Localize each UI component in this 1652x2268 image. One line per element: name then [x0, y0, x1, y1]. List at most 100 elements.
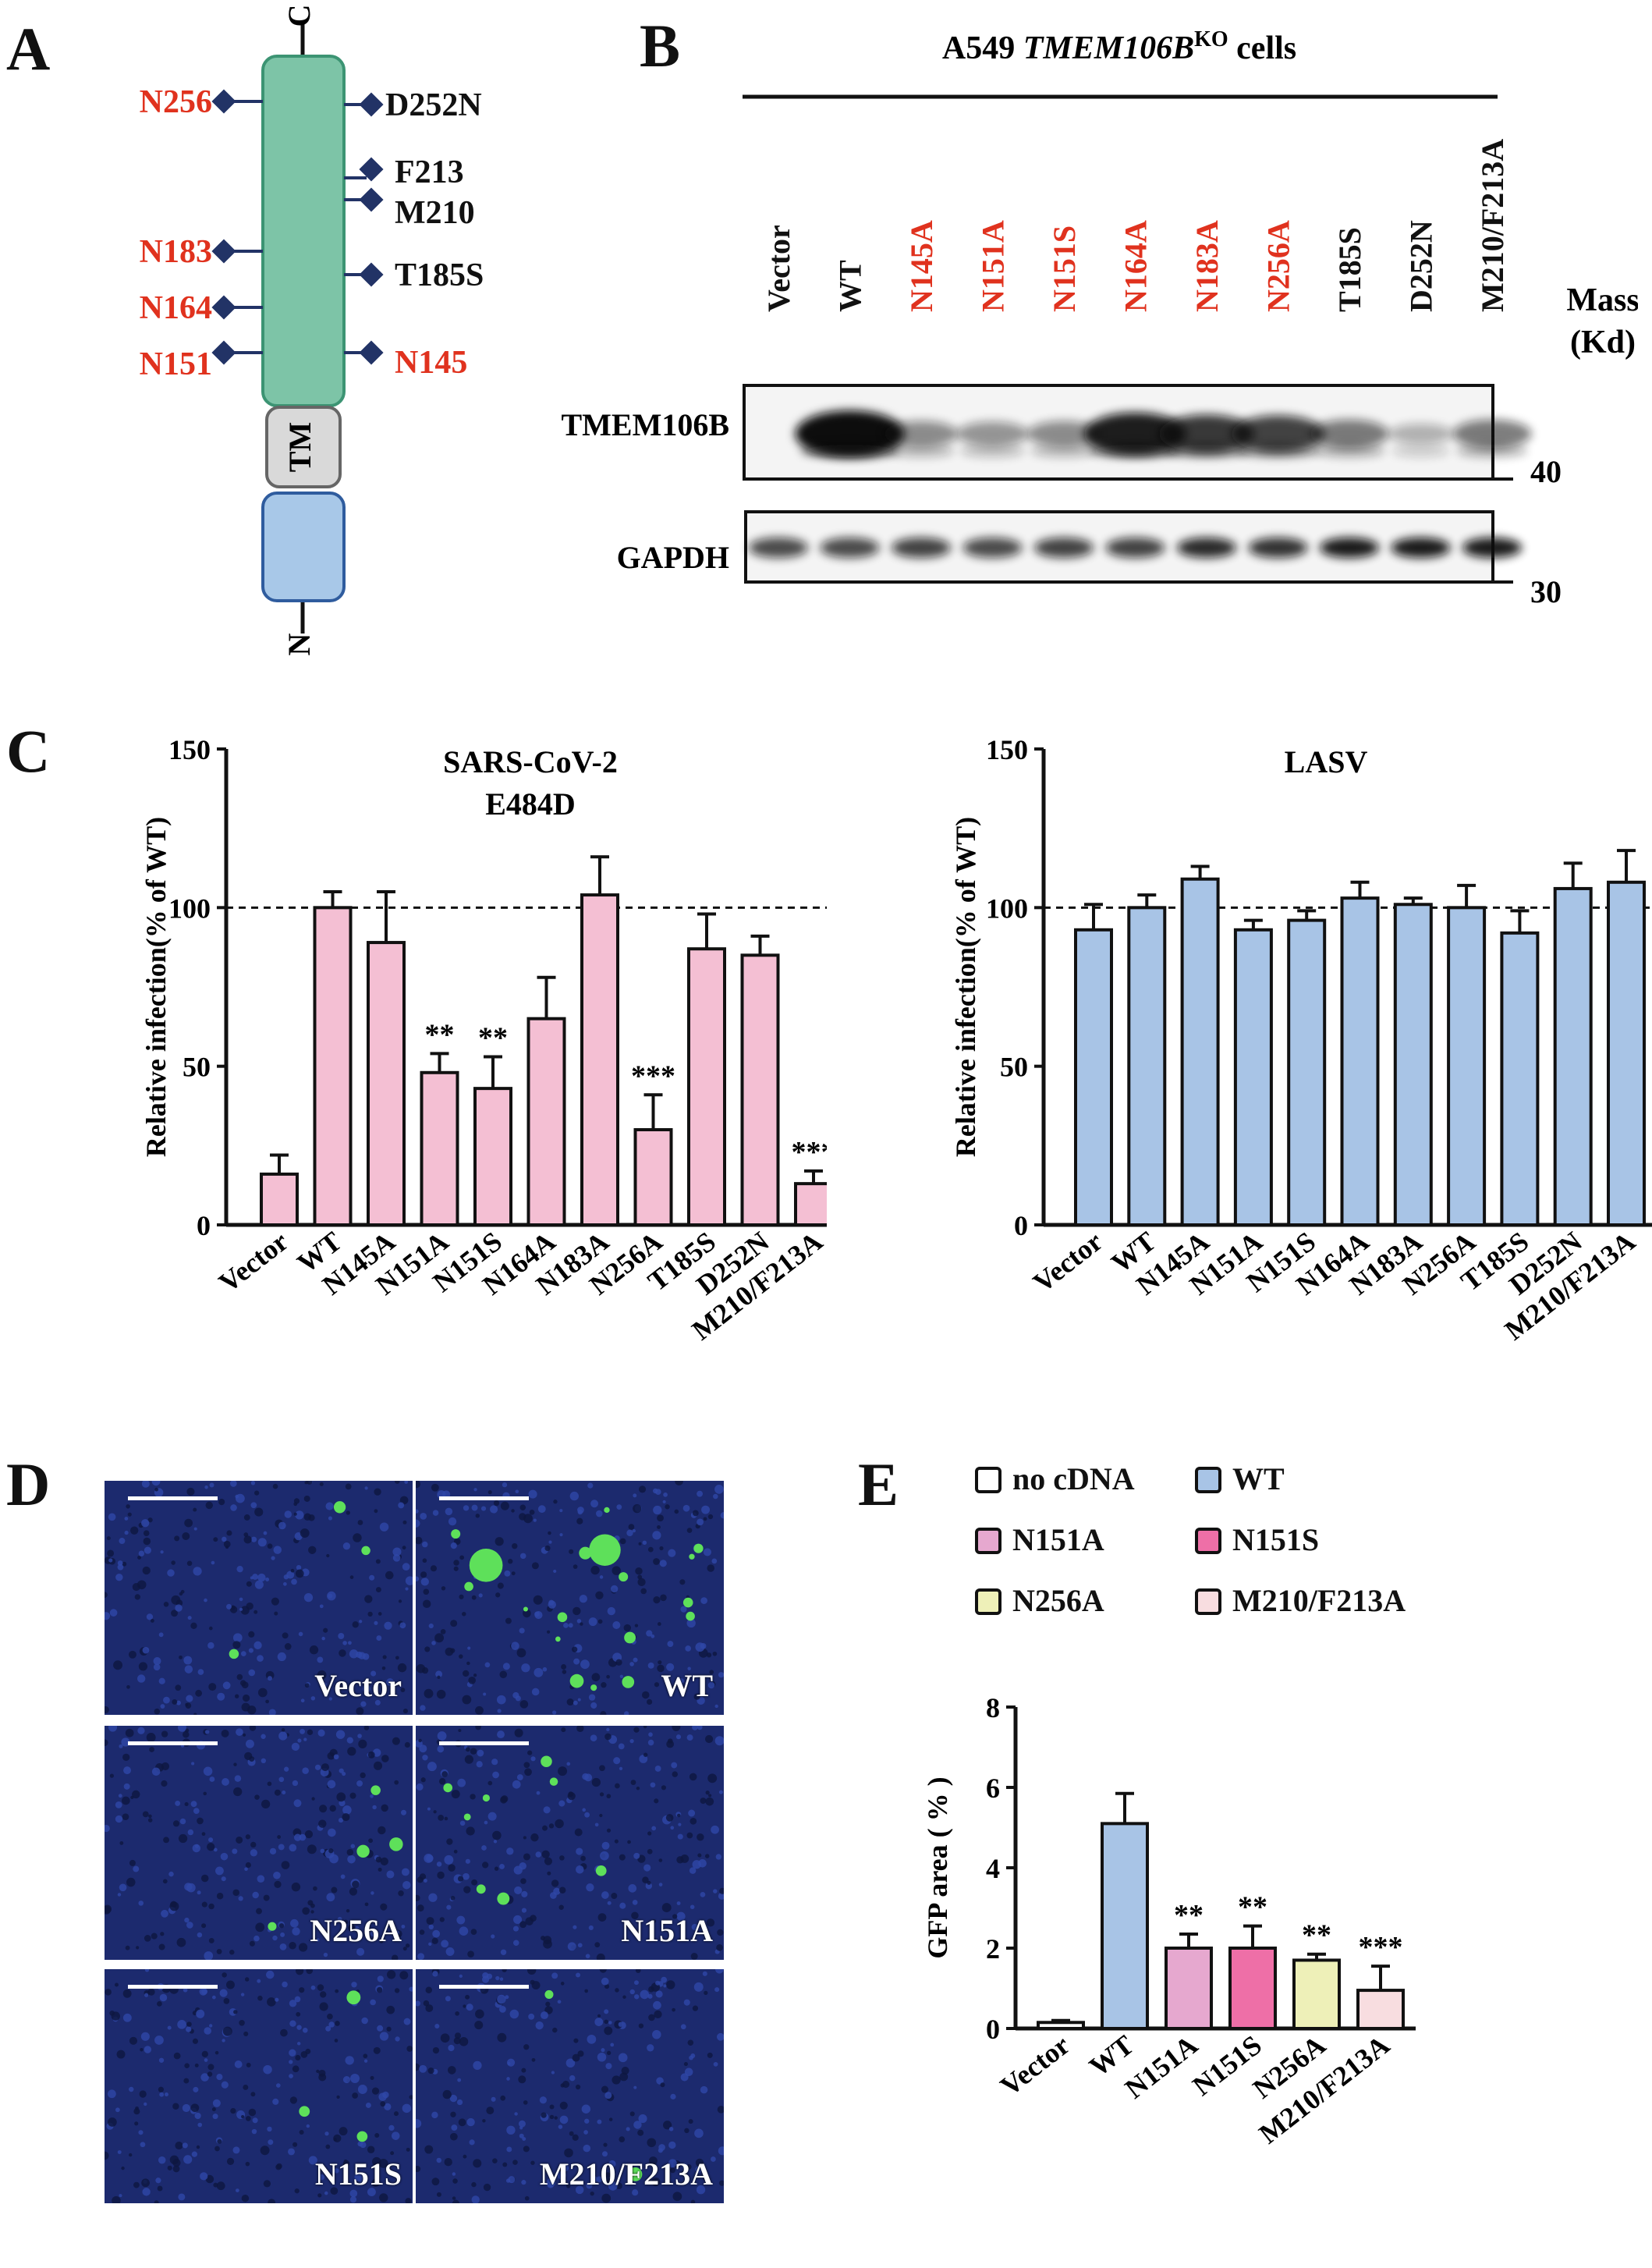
nucleus-dot [483, 2183, 491, 2192]
micrograph: N256A [105, 1726, 413, 1960]
nucleus-dot [647, 1546, 654, 1553]
nucleus-dot [459, 1926, 469, 1936]
nucleus-dot [548, 1531, 551, 1535]
nucleus-dot [551, 1879, 559, 1887]
nucleus-dot [175, 1800, 181, 1806]
legend-label: WT [1232, 1461, 1285, 1496]
legend-swatch [975, 1528, 1001, 1554]
nucleus-dot [350, 1844, 356, 1849]
nucleus-dot [474, 2021, 484, 2030]
bar [1287, 918, 1327, 1226]
nucleus-dot [395, 2036, 400, 2042]
nucleus-dot [530, 1833, 539, 1842]
nucleus-dot [529, 1510, 535, 1515]
nucleus-dot [514, 2112, 518, 2116]
nucleus-dot [184, 1917, 190, 1923]
nucleus-dot [289, 2020, 296, 2027]
nucleus-dot [300, 1698, 305, 1703]
nucleus-dot [476, 1761, 483, 1768]
nucleus-dot [626, 1529, 633, 1537]
nucleus-dot [327, 2013, 333, 2020]
nucleus-dot [427, 1807, 431, 1811]
nucleus-dot [666, 1980, 675, 1989]
blot-title: A549 TMEM106BKO cells [942, 27, 1296, 66]
nucleus-dot [652, 1918, 657, 1923]
nucleus-dot [222, 1681, 231, 1690]
nucleus-dot [657, 1525, 661, 1529]
nucleus-dot [278, 1776, 285, 1783]
nucleus-dot [307, 1900, 314, 1906]
nucleus-dot [451, 2124, 458, 2131]
nucleus-dot [330, 2187, 339, 2195]
nucleus-dot [136, 1674, 146, 1683]
nucleus-dot [416, 2000, 420, 2007]
nucleus-dot [302, 2028, 308, 2033]
nucleus-dot [386, 2026, 392, 2032]
nucleus-dot [126, 1877, 136, 1887]
nucleus-dot [661, 1976, 668, 1983]
nucleus-dot [122, 1753, 130, 1762]
nucleus-dot [226, 1603, 232, 1610]
micrograph-label: M210/F213A [539, 2156, 713, 2192]
nucleus-dot [440, 2033, 450, 2043]
nucleus-dot [706, 1918, 715, 1927]
nucleus-dot [308, 2156, 317, 2165]
nucleus-dot [300, 1728, 305, 1734]
nucleus-dot [360, 2180, 364, 2185]
nucleus-dot [171, 1595, 181, 1605]
nucleus-dot [254, 1794, 260, 1800]
nucleus-dot [523, 2044, 530, 2050]
bar [313, 906, 353, 1226]
nucleus-dot [457, 1778, 466, 1787]
nucleus-dot [223, 1540, 231, 1548]
nucleus-dot [378, 1612, 382, 1616]
nucleus-dot [422, 1599, 431, 1608]
gfp-cell [482, 1794, 491, 1802]
micrograph: N151A [416, 1726, 724, 1960]
nucleus-dot [293, 1512, 297, 1516]
nucleus-dot [271, 1597, 279, 1606]
nucleus-dot [514, 1728, 523, 1737]
nucleus-dot [391, 2131, 400, 2140]
nucleus-dot [377, 2025, 384, 2032]
nucleus-dot [405, 1943, 410, 1948]
nucleus-dot [295, 2054, 301, 2061]
nucleus-dot [562, 2081, 570, 2089]
nucleus-dot [497, 2032, 507, 2043]
nucleus-dot [647, 1698, 653, 1705]
gapdh-band [749, 538, 808, 558]
tmem106b-band [1084, 412, 1186, 456]
nucleus-dot [523, 2146, 530, 2153]
nucleus-dot [353, 1533, 362, 1542]
nucleus-dot [417, 1953, 425, 1960]
nucleus-dot [424, 2145, 434, 2154]
nucleus-dot [618, 2021, 624, 2027]
nucleus-dot [523, 1762, 530, 1769]
nucleus-dot [320, 1848, 325, 1854]
nucleus-dot [252, 1891, 259, 1899]
nucleus-dot [208, 1626, 213, 1631]
nucleus-dot [492, 1830, 502, 1840]
nucleus-dot [196, 2009, 205, 2018]
nucleus-dot [531, 2057, 536, 2062]
nucleus-dot [199, 1987, 207, 1996]
tmem106b-band-lower [1089, 445, 1182, 457]
nucleus-dot [151, 1767, 161, 1776]
nucleus-dot [409, 1986, 413, 1992]
nucleus-dot [277, 1835, 282, 1839]
nucleus-dot [551, 2071, 555, 2075]
nucleus-dot [554, 2116, 558, 2120]
nucleus-dot [226, 2157, 235, 2165]
nucleus-dot [572, 1646, 578, 1652]
micrograph-label: Vector [314, 1668, 402, 1703]
nucleus-dot [310, 1696, 316, 1701]
nucleus-dot [604, 1983, 610, 1989]
nucleus-dot [652, 1531, 661, 1540]
nucleus-dot [619, 1538, 626, 1545]
nucleus-dot [658, 1883, 663, 1886]
gfp-cell [356, 2131, 368, 2142]
nucleus-dot [604, 2172, 611, 2178]
nucleus-dot [186, 1487, 195, 1496]
significance-marker: ** [1174, 1899, 1204, 1932]
nucleus-dot [253, 1935, 260, 1942]
